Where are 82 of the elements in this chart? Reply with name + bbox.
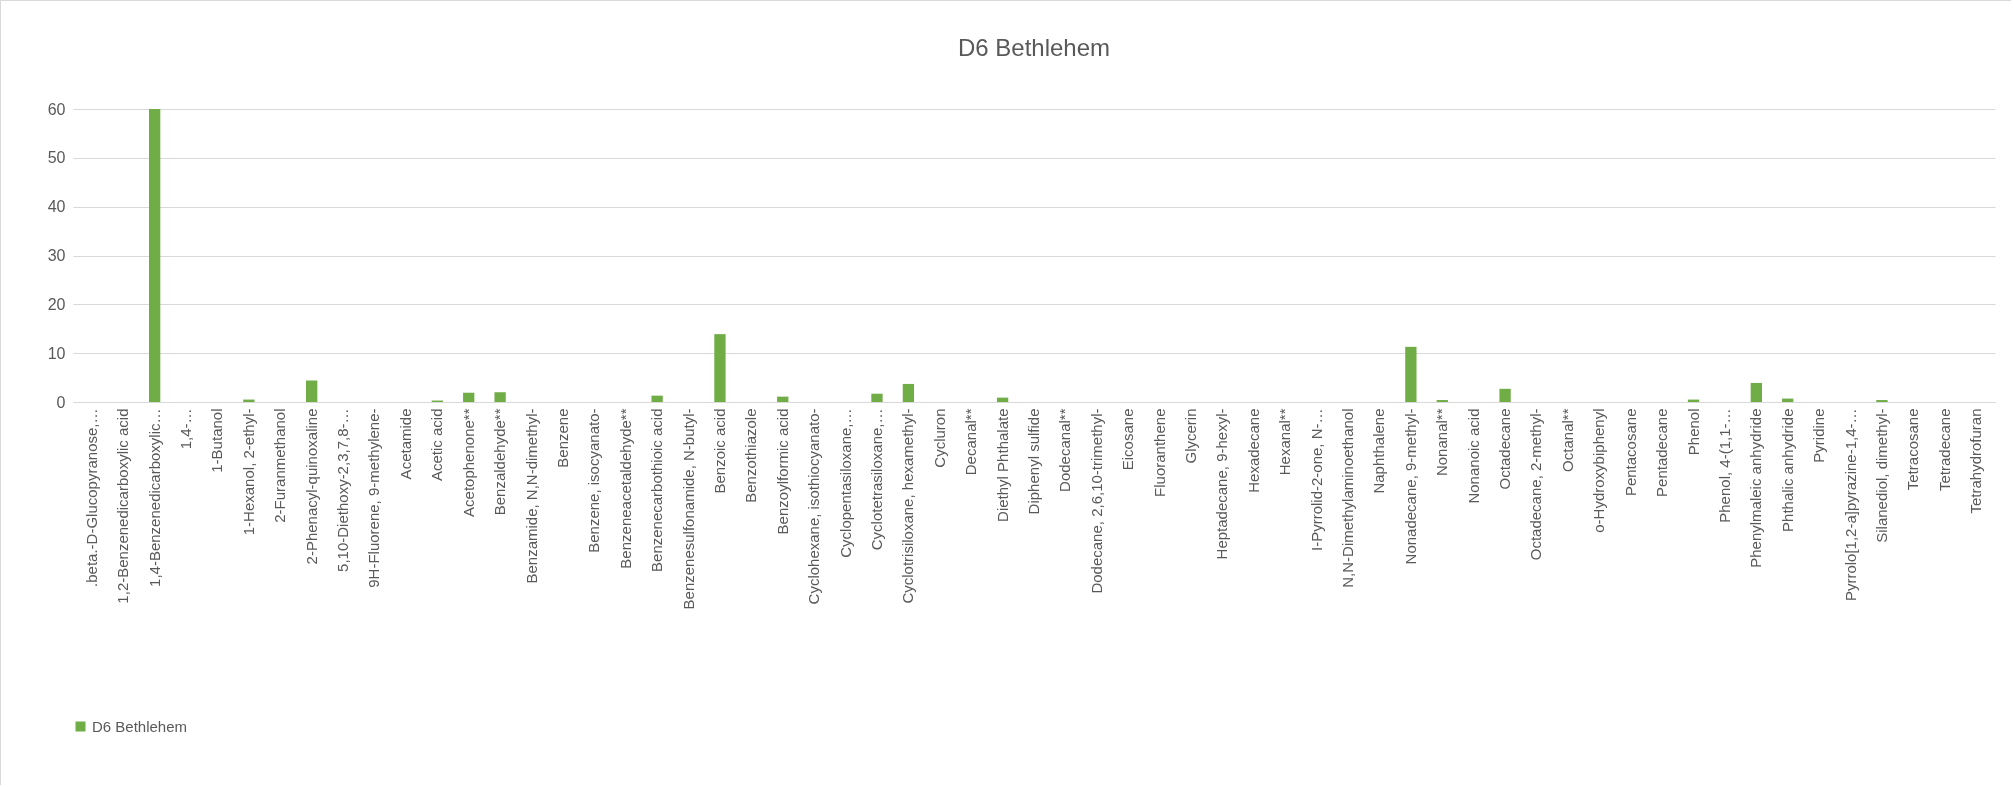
x-tick-label: Diethyl Phthalate bbox=[993, 408, 1011, 522]
x-tick-label: Pentacosane bbox=[1621, 408, 1639, 497]
x-tick-label: Benzenesulfonamide, N-butyl- bbox=[679, 408, 697, 610]
x-tick-label: 9H-Fluorene, 9-methylene- bbox=[365, 408, 383, 588]
x-tick-label: Tetradecane bbox=[1935, 408, 1953, 492]
x-tick-label: Glycerin bbox=[1182, 408, 1200, 464]
x-tick-label: Tetrahydrofuran bbox=[1967, 408, 1985, 514]
x-tick-label: Decanal** bbox=[962, 408, 980, 476]
x-tick-label: Tetracosane bbox=[1904, 408, 1922, 491]
x-tick-label: Acetophenone** bbox=[459, 408, 477, 517]
bar bbox=[1405, 346, 1417, 402]
x-tick-label: o-Hydroxybiphenyl bbox=[1590, 408, 1608, 533]
bar bbox=[871, 393, 883, 402]
x-tick-label: Cyclopentasiloxane,… bbox=[836, 408, 854, 558]
bar bbox=[1750, 382, 1762, 402]
x-tick-label: Dodecane, 2,6,10-trimethyl- bbox=[1087, 408, 1105, 594]
x-tick-label: Dodecanal** bbox=[1056, 408, 1074, 492]
x-tick-label: 1,4-… bbox=[177, 408, 195, 450]
x-tick-label: Diphenyl sulfide bbox=[1025, 408, 1042, 515]
x-tick-label: Benzenecarbothioic acid bbox=[648, 408, 666, 572]
bar bbox=[902, 383, 915, 402]
x-tick-label: Cycluron bbox=[930, 408, 948, 468]
x-tick-label: Benzene, isocyanato- bbox=[585, 408, 603, 553]
bar bbox=[714, 334, 726, 402]
x-tick-label: Phthalic anhydride bbox=[1778, 408, 1796, 532]
chart-title: D6 Bethlehem bbox=[957, 34, 1111, 61]
x-tick-label: Hexadecane bbox=[1244, 408, 1262, 493]
x-tick-label: Silanediol, dimethyl- bbox=[1872, 408, 1890, 543]
bar bbox=[1499, 388, 1511, 402]
x-tick-label: Nonanal** bbox=[1433, 408, 1451, 477]
x-tick-label: Pyridine bbox=[1810, 408, 1828, 463]
x-tick-label: Benzamide, N,N-dimethyl- bbox=[522, 408, 540, 584]
x-tick-label: 1-Butanol bbox=[208, 408, 226, 473]
x-tick-label: Pentadecane bbox=[1653, 408, 1671, 497]
x-tick-label: 2-Phenacyl-quinoxaline bbox=[302, 408, 320, 565]
x-tick-label: Heptadecane, 9-hexyl- bbox=[1213, 408, 1231, 560]
bar bbox=[651, 395, 663, 402]
x-tick-label: .beta.-D-Glucopyranose,… bbox=[82, 408, 100, 587]
x-tick-label: Benzoic acid bbox=[710, 408, 728, 494]
y-tick-label: 30 bbox=[47, 247, 66, 264]
x-tick-label: 5,10-Diethoxy-2,3,7,8-… bbox=[334, 408, 352, 572]
x-tick-label: Benzaldehyde** bbox=[491, 408, 509, 516]
x-tick-label: Octadecane bbox=[1496, 408, 1514, 490]
x-tick-label: Phenylmaleic anhydride bbox=[1747, 408, 1765, 568]
bar bbox=[494, 392, 506, 402]
x-tick-label: Fluoranthene bbox=[1150, 408, 1168, 497]
y-tick-label: 40 bbox=[47, 198, 66, 216]
bar bbox=[777, 396, 789, 402]
x-tick-label: Acetamide bbox=[396, 408, 414, 480]
x-tick-label: Octanal** bbox=[1558, 408, 1576, 472]
x-tick-label: 1,2-Benzenedicarboxylic acid bbox=[114, 408, 132, 604]
x-tick-label: Cyclotrisiloxane, hexamethyl- bbox=[899, 408, 917, 604]
bar bbox=[149, 109, 161, 402]
x-tick-label: Eicosane bbox=[1119, 408, 1137, 471]
y-tick-label: 10 bbox=[47, 344, 66, 362]
bar bbox=[463, 392, 475, 402]
bar bbox=[306, 380, 318, 402]
x-tick-label: 1,4-Benzenedicarboxylic… bbox=[145, 408, 163, 587]
x-tick-label: Cyclohexane, isothiocyanato- bbox=[805, 408, 823, 605]
y-tick-label: 60 bbox=[47, 100, 66, 118]
x-tick-label: Octadecane, 2-methyl- bbox=[1527, 408, 1545, 561]
y-tick-label: 0 bbox=[56, 393, 66, 411]
x-tick-label: Nonanoic acid bbox=[1464, 408, 1482, 504]
x-tick-label: 1-Hexanol, 2-ethyl- bbox=[239, 408, 257, 536]
x-tick-label: Benzothiazole bbox=[742, 408, 760, 503]
x-tick-label: Nonadecane, 9-methyl- bbox=[1401, 408, 1419, 565]
x-tick-label: Benzene bbox=[553, 408, 571, 468]
x-tick-label: 2-Furanmethanol bbox=[271, 408, 289, 523]
y-tick-label: 50 bbox=[47, 149, 66, 167]
y-tick-label: 20 bbox=[47, 295, 66, 313]
x-tick-label: Cyclotetrasiloxane,… bbox=[867, 408, 885, 551]
x-tick-label: Benzoylformic acid bbox=[773, 408, 791, 535]
legend-label: D6 Bethlehem bbox=[92, 717, 188, 735]
x-tick-label: N,N-Dimethylaminoethanol bbox=[1339, 408, 1357, 588]
x-tick-label: Naphthalene bbox=[1370, 408, 1388, 494]
x-tick-label: Benzeneacetaldehyde** bbox=[616, 408, 634, 569]
x-tick-label: Phenol bbox=[1684, 408, 1702, 456]
x-tick-label: Pyrrolo[1,2-a]pyrazine-1,4-… bbox=[1841, 408, 1859, 602]
x-tick-label: Phenol, 4-(1,1-… bbox=[1715, 408, 1733, 523]
x-tick-label: Hexanal** bbox=[1276, 408, 1294, 476]
x-tick-label: I-Pyrrolid-2-one, N-… bbox=[1307, 408, 1325, 552]
x-tick-label: Acetic acid bbox=[428, 408, 446, 482]
